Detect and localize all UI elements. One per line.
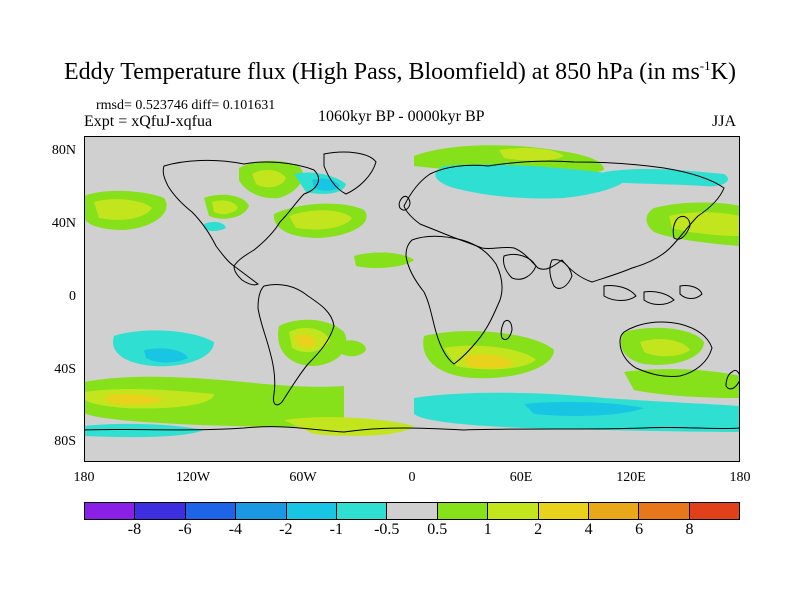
lat-label-eq: 0 bbox=[69, 289, 76, 304]
colorbar-label: 6 bbox=[635, 521, 644, 538]
colorbar-box bbox=[387, 503, 438, 519]
lon-label-120e: 120E bbox=[616, 470, 646, 485]
colorbar-box bbox=[236, 503, 287, 519]
map-frame bbox=[84, 136, 740, 462]
colorbar-box bbox=[588, 503, 640, 519]
colorbar-label: 0.5 bbox=[427, 521, 448, 538]
colorbar-box bbox=[639, 503, 690, 519]
lon-label-120w: 120W bbox=[175, 470, 211, 485]
lon-label-60e: 60E bbox=[509, 470, 533, 485]
figure-title: Eddy Temperature flux (High Pass, Bloomf… bbox=[64, 58, 736, 85]
lat-label-80s: 80S bbox=[54, 434, 76, 449]
colorbar-label: -6 bbox=[178, 521, 192, 538]
season-label: JJA bbox=[712, 113, 737, 130]
map-panel bbox=[84, 136, 740, 462]
colorbar-box bbox=[488, 503, 539, 519]
lon-label-180w: 180 bbox=[73, 470, 95, 485]
anomaly-patches bbox=[84, 145, 740, 438]
colorbar-box bbox=[135, 503, 186, 519]
colorbar-label: -0.5 bbox=[374, 521, 400, 538]
experiment-label: Expt = xQfuJ-xqfua bbox=[84, 113, 213, 130]
colorbar-label: -8 bbox=[127, 521, 142, 538]
lat-label-40s: 40S bbox=[54, 362, 76, 377]
colorbar-label: 8 bbox=[685, 521, 694, 538]
colorbar-box bbox=[437, 503, 489, 519]
coastlines bbox=[84, 151, 740, 433]
colorbar-box bbox=[538, 503, 589, 519]
lat-label-40n: 40N bbox=[51, 216, 76, 231]
colorbar-box bbox=[689, 503, 740, 519]
colorbar-label: 4 bbox=[584, 521, 593, 538]
colorbar-box bbox=[336, 503, 388, 519]
colorbar-label: -1 bbox=[329, 521, 343, 538]
lon-label-180e: 180 bbox=[729, 470, 751, 485]
colorbar-label: -2 bbox=[279, 521, 293, 538]
colorbar-box bbox=[85, 503, 136, 519]
lat-label-80n: 80N bbox=[51, 143, 76, 158]
colorbar-box bbox=[286, 503, 337, 519]
stats-label: rmsd= 0.523746 diff= 0.101631 bbox=[96, 98, 276, 113]
colorbar-label: 2 bbox=[534, 521, 543, 538]
colorbar bbox=[84, 502, 740, 520]
colorbar-box bbox=[185, 503, 237, 519]
field-map bbox=[84, 136, 740, 462]
lon-label-0: 0 bbox=[408, 470, 416, 485]
colorbar-label: 1 bbox=[483, 521, 492, 538]
lon-label-60w: 60W bbox=[289, 470, 317, 485]
colorbar-label: -4 bbox=[228, 521, 243, 538]
period-label: 1060kyr BP - 0000kyr BP bbox=[318, 108, 485, 125]
